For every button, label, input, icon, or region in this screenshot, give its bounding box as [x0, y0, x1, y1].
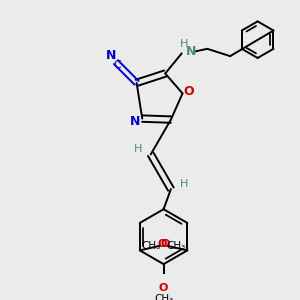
Text: H: H: [180, 39, 189, 49]
Text: CH₃: CH₃: [167, 241, 186, 251]
Text: H: H: [179, 178, 188, 189]
Text: O: O: [161, 239, 170, 249]
Text: O: O: [159, 283, 168, 293]
Text: O: O: [184, 85, 194, 98]
Text: N: N: [186, 45, 196, 58]
Text: C: C: [114, 60, 122, 70]
Text: N: N: [130, 115, 140, 128]
Text: N: N: [106, 49, 116, 62]
Text: H: H: [134, 144, 142, 154]
Text: CH₃: CH₃: [154, 294, 173, 300]
Text: CH₃: CH₃: [141, 241, 161, 251]
Text: O: O: [157, 239, 166, 249]
